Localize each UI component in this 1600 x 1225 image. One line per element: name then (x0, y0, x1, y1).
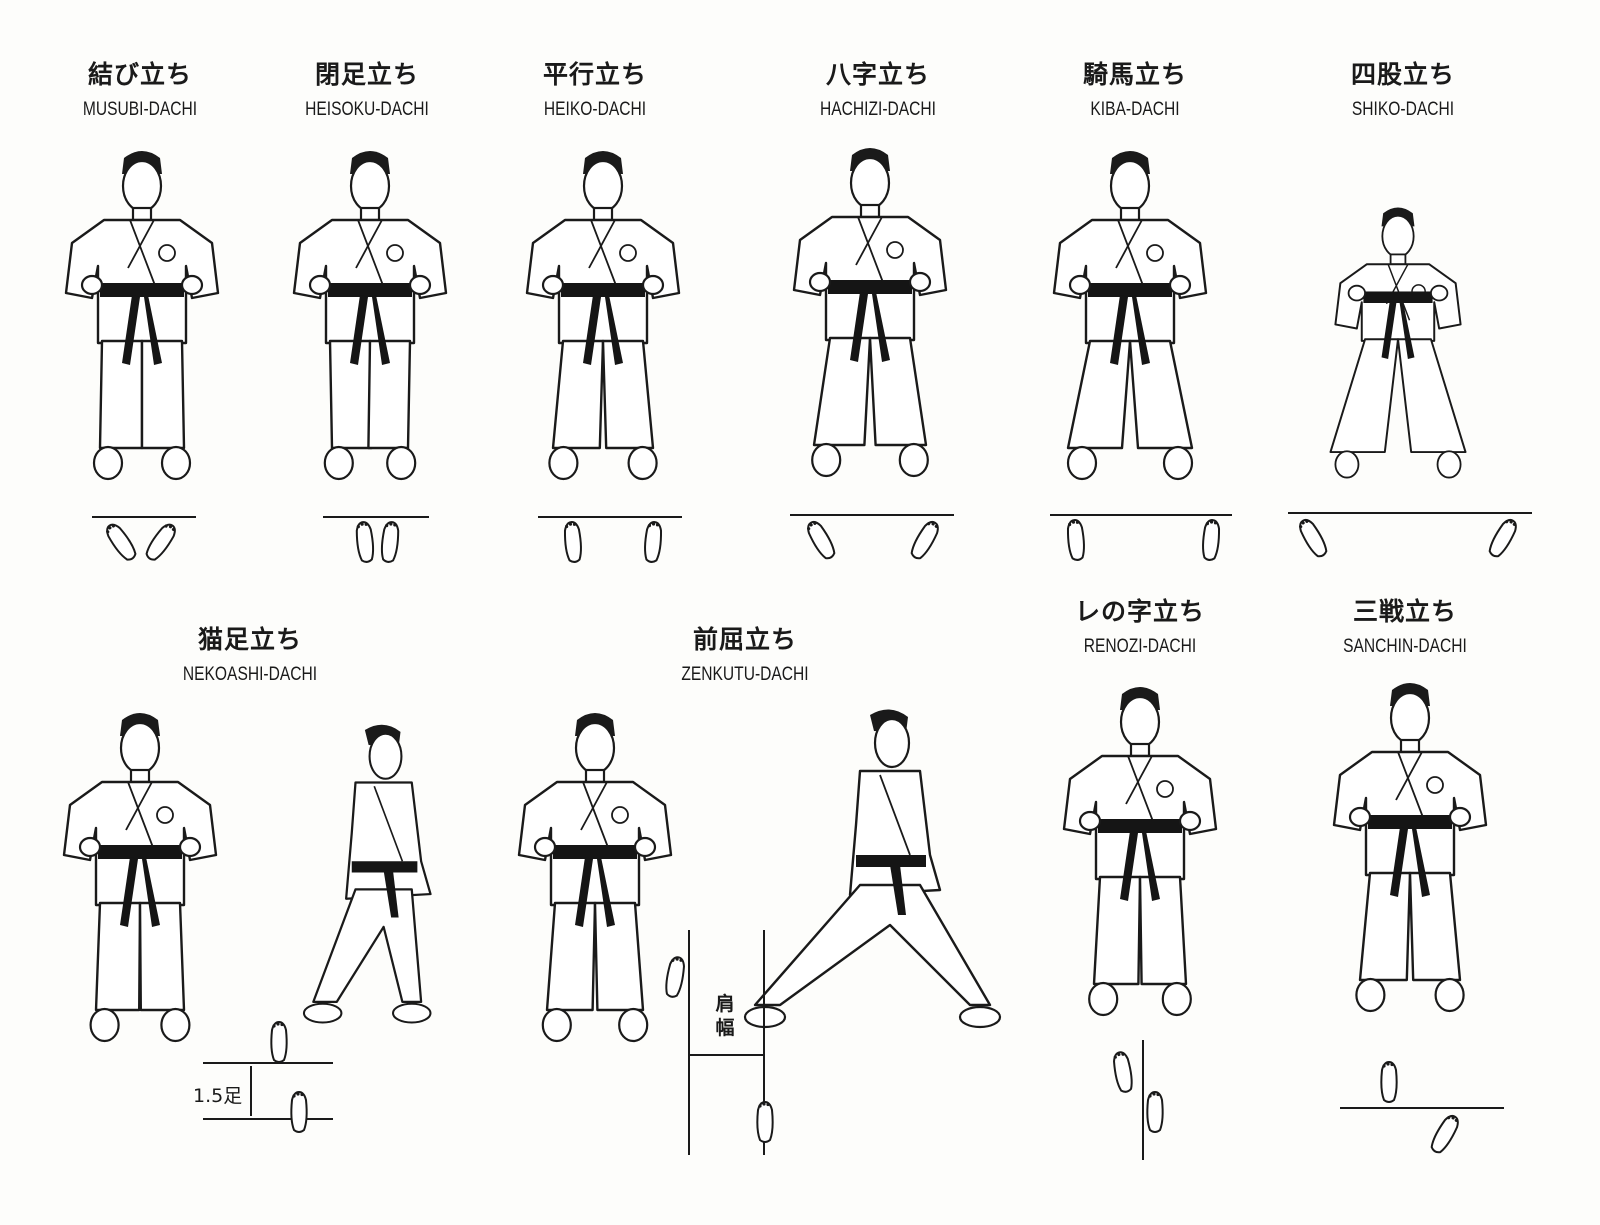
measure-line-top (203, 1062, 333, 1064)
karateka-figure (790, 145, 950, 489)
width-label: 肩幅 (715, 993, 735, 1039)
stance-name-jp: 三戦立ち (1352, 597, 1457, 626)
karateka-figure (1330, 680, 1490, 1024)
karateka-figure (515, 710, 675, 1054)
stance-name-jp: 八字立ち (825, 60, 930, 89)
label-kiba-dachi: 騎馬立ち KIBA-DACHI (1040, 60, 1230, 122)
footprint-icon (560, 520, 586, 568)
karateka-figure (60, 710, 220, 1054)
stance-name-en: RENOZI-DACHI (1083, 636, 1197, 657)
label-heisoku-dachi: 閉足立ち HEISOKU-DACHI (272, 60, 462, 122)
stance-name-en: MUSUBI-DACHI (82, 99, 198, 120)
footprint-icon (266, 1020, 292, 1068)
stance-name-en: ZENKUTU-DACHI (681, 664, 809, 685)
stance-name-en: HACHIZI-DACHI (819, 99, 936, 120)
width-arrow (690, 1054, 763, 1056)
stance-name-jp: 猫足立ち (197, 625, 302, 654)
stance-name-en: HEISOKU-DACHI (305, 99, 429, 120)
footprint-icon (1142, 1090, 1168, 1138)
distance-label: 1.5足 (193, 1085, 243, 1107)
stance-name-en: HEIKO-DACHI (543, 99, 647, 120)
footprint-icon (640, 520, 666, 568)
footprint-icon (352, 520, 378, 568)
stance-name-en: SANCHIN-DACHI (1343, 636, 1467, 657)
floor-line (323, 516, 429, 518)
footprint-icon (106, 520, 137, 568)
measure-line-bottom (203, 1118, 333, 1120)
footprint-icon (1110, 1050, 1136, 1098)
stance-name-jp: 騎馬立ち (1082, 60, 1187, 89)
stance-name-en: SHIKO-DACHI (1351, 99, 1455, 120)
stance-name-jp: 平行立ち (542, 60, 647, 89)
floor-line (1050, 514, 1232, 516)
footprint-icon (1430, 1112, 1459, 1160)
footprint-icon (1063, 518, 1089, 566)
karateka-figure (523, 148, 683, 492)
footprint-icon (1198, 518, 1224, 566)
floor-line (538, 516, 682, 518)
floor-line (1288, 512, 1532, 514)
label-nekoashi-dachi: 猫足立ち NEKOASHI-DACHI (150, 625, 350, 687)
label-heiko-dachi: 平行立ち HEIKO-DACHI (500, 60, 690, 122)
stance-name-jp: 前屈立ち (692, 625, 797, 654)
label-renozi-dachi: レの字立ち RENOZI-DACHI (1040, 597, 1240, 659)
footprint-icon (1299, 516, 1328, 564)
label-hachizi-dachi: 八字立ち HACHIZI-DACHI (763, 60, 993, 122)
label-sanchin-dachi: 三戦立ち SANCHIN-DACHI (1305, 597, 1505, 659)
footprint-icon (377, 520, 403, 568)
sanchin-floor-line (1340, 1107, 1504, 1109)
stance-name-jp: レの字立ち (1074, 597, 1205, 626)
stance-name-jp: 四股立ち (1350, 60, 1455, 89)
footprint-icon (286, 1090, 312, 1138)
karateka-figure (62, 148, 222, 492)
stance-name-en: NEKOASHI-DACHI (182, 664, 318, 685)
floor-line (92, 516, 196, 518)
karateka-figure (1050, 148, 1210, 492)
stance-name-en: KIBA-DACHI (1090, 99, 1180, 120)
floor-line (790, 514, 954, 516)
karateka-figure (1318, 205, 1478, 489)
karateka-figure (290, 148, 450, 492)
karateka-figure (302, 710, 468, 1054)
footprint-icon (145, 520, 176, 568)
measure-arrow (250, 1066, 252, 1116)
karateka-figure (1060, 684, 1220, 1028)
footprint-icon (752, 1100, 778, 1148)
footprint-icon (1376, 1060, 1402, 1108)
footprint-icon (910, 518, 939, 566)
width-line-right (763, 930, 765, 1155)
renozi-line (1142, 1040, 1144, 1160)
label-shiko-dachi: 四股立ち SHIKO-DACHI (1308, 60, 1498, 122)
footprint-icon (807, 518, 836, 566)
label-musubi-dachi: 結び立ち MUSUBI-DACHI (45, 60, 235, 122)
stance-name-jp: 結び立ち (87, 60, 192, 89)
label-zenkutu-dachi: 前屈立ち ZENKUTU-DACHI (645, 625, 845, 687)
footprint-icon (662, 955, 688, 1003)
width-line-left (688, 930, 690, 1155)
stance-name-jp: 閉足立ち (314, 60, 419, 89)
footprint-icon (1488, 516, 1517, 564)
karateka-figure (743, 705, 1002, 1049)
